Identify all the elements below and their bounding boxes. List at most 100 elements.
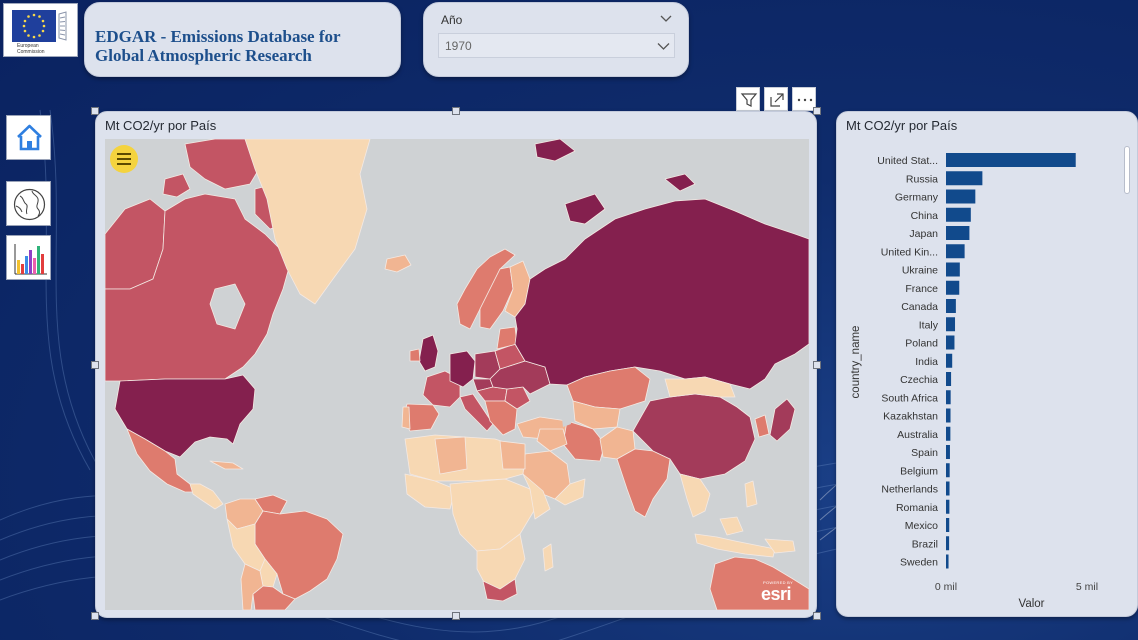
x-axis-tick-label: 0 mil xyxy=(935,581,957,593)
nav-home-button[interactable] xyxy=(6,115,51,160)
bar-category-label: Japan xyxy=(909,228,938,240)
bar[interactable] xyxy=(946,481,950,496)
map-water-hudson-bay xyxy=(209,283,246,330)
bar[interactable] xyxy=(946,262,960,277)
more-options-button[interactable] xyxy=(792,87,816,111)
bar[interactable] xyxy=(946,390,951,405)
bar[interactable] xyxy=(946,426,951,441)
bar[interactable] xyxy=(946,226,970,240)
resize-handle-top-right[interactable] xyxy=(813,107,821,115)
map-country-central-africa xyxy=(449,478,536,552)
bar-category-label: United Stat... xyxy=(877,155,938,167)
resize-handle-top[interactable] xyxy=(452,107,460,115)
map-country-iceland xyxy=(384,254,412,273)
bar[interactable] xyxy=(946,317,956,332)
bar[interactable] xyxy=(946,499,950,514)
bar[interactable] xyxy=(946,299,956,313)
logo-caption: European Commission xyxy=(17,43,45,55)
bar-chart-visual[interactable]: Mt CO2/yr por País United Stat... Russia G… xyxy=(836,111,1138,617)
map-country-russia-islands-2 xyxy=(664,173,696,192)
choropleth-map[interactable]: POWERED BY esri xyxy=(105,139,809,610)
esri-attribution: POWERED BY esri xyxy=(761,580,803,604)
map-country-iraq-syria xyxy=(536,428,568,452)
year-dropdown[interactable]: 1970 xyxy=(438,33,675,58)
resize-handle-bottom[interactable] xyxy=(452,612,460,620)
chevron-down-icon xyxy=(657,43,670,50)
map-visual[interactable]: Mt CO2/yr por País xyxy=(95,111,817,618)
bar-category-label: China xyxy=(911,210,939,222)
bar-category-label: Russia xyxy=(906,173,938,185)
resize-handle-bottom-right[interactable] xyxy=(813,612,821,620)
bar[interactable] xyxy=(946,463,950,478)
bar-category-label: United Kin... xyxy=(881,246,938,258)
bar-chart-icon xyxy=(14,244,47,275)
nav-map-button[interactable] xyxy=(6,181,51,226)
map-country-india xyxy=(616,448,671,518)
bar[interactable] xyxy=(946,372,952,386)
focus-mode-icon xyxy=(770,93,784,107)
hamburger-icon-bar xyxy=(117,158,131,160)
bar[interactable] xyxy=(946,536,950,551)
page-title-line2: Global Atmospheric Research xyxy=(95,46,312,65)
bar[interactable] xyxy=(946,171,983,186)
map-country-borneo xyxy=(719,516,744,536)
resize-handle-bottom-left[interactable] xyxy=(91,612,99,620)
eu-flag-icon xyxy=(12,10,67,42)
map-country-canada-arctic-3 xyxy=(162,173,191,198)
page-title: EDGAR - Emissions Database for Global At… xyxy=(95,27,395,65)
year-slicer: Año 1970 xyxy=(423,2,689,77)
map-country-indonesia xyxy=(694,533,776,558)
map-country-canada xyxy=(105,193,291,382)
focus-mode-button[interactable] xyxy=(764,87,788,111)
map-country-uk xyxy=(418,334,439,372)
map-country-southeast-asia xyxy=(679,473,711,518)
nav-chart-button[interactable] xyxy=(6,235,51,280)
x-axis-tick-label: 5 mil xyxy=(1076,581,1098,593)
bar[interactable] xyxy=(946,280,960,295)
bar-category-label: Romania xyxy=(896,502,938,514)
map-country-south-africa xyxy=(482,578,518,602)
bar[interactable] xyxy=(946,189,976,204)
resize-handle-left[interactable] xyxy=(91,361,99,369)
bar[interactable] xyxy=(946,408,951,423)
hamburger-icon-bar xyxy=(117,153,131,155)
bar-category-label: Canada xyxy=(901,301,938,313)
map-country-greenland xyxy=(244,139,371,305)
bar[interactable] xyxy=(946,518,950,532)
map-country-portugal xyxy=(401,406,411,430)
map-country-australia xyxy=(709,556,809,610)
map-country-papua xyxy=(764,538,796,554)
filter-icon xyxy=(740,93,758,107)
map-country-svalbard xyxy=(534,139,576,162)
map-country-chile xyxy=(240,563,264,610)
bar-category-label: Netherlands xyxy=(881,484,938,496)
bar[interactable] xyxy=(946,445,950,459)
title-card: EDGAR - Emissions Database for Global At… xyxy=(84,2,401,77)
bar-chart-svg: United Stat... Russia Germany China Japan Uni… xyxy=(850,153,1098,610)
resize-handle-top-left[interactable] xyxy=(91,107,99,115)
map-country-east-africa xyxy=(522,473,551,520)
map-menu-button[interactable] xyxy=(110,145,138,173)
bar-category-label: Germany xyxy=(895,192,939,204)
bar-category-label: Brazil xyxy=(912,538,938,550)
map-country-russia-islands xyxy=(564,193,606,225)
bar[interactable] xyxy=(946,353,953,368)
world-map-layer xyxy=(105,139,809,610)
bar-category-label: Poland xyxy=(905,338,938,350)
resize-handle-right[interactable] xyxy=(813,361,821,369)
bar[interactable] xyxy=(946,554,949,569)
bar-category-label: India xyxy=(915,356,938,368)
bar[interactable] xyxy=(946,153,1076,167)
bar[interactable] xyxy=(946,335,955,350)
esri-powered-by: POWERED BY xyxy=(763,580,794,585)
bar-category-label: Mexico xyxy=(905,520,938,532)
map-title: Mt CO2/yr por País xyxy=(105,118,217,133)
bar-category-label: France xyxy=(905,283,938,295)
filter-button[interactable] xyxy=(736,87,760,111)
chevron-down-icon[interactable] xyxy=(660,14,672,24)
map-country-korea xyxy=(754,414,770,438)
bar[interactable] xyxy=(946,244,965,259)
bar-chart-scrollbar[interactable] xyxy=(1124,146,1130,194)
bar-chart-title: Mt CO2/yr por País xyxy=(846,118,958,133)
bar[interactable] xyxy=(946,207,971,222)
